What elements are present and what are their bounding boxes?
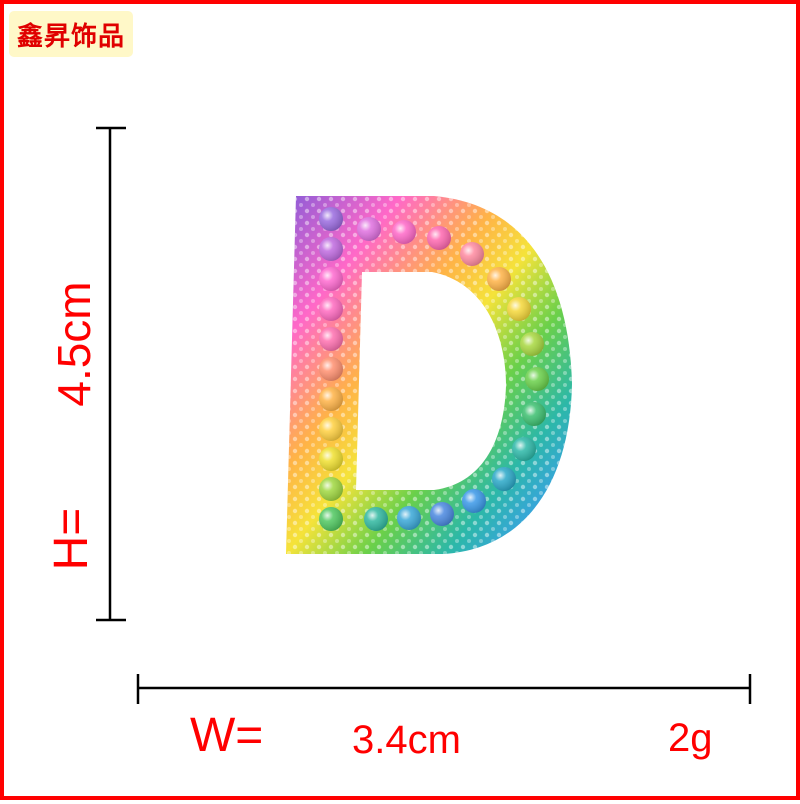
pearl-row (364, 489, 486, 531)
width-dimension-line (136, 674, 752, 704)
height-dimension-line (96, 126, 126, 622)
brand-name: 鑫昇饰品 (17, 21, 126, 52)
pearl-row (492, 332, 549, 491)
pearl-row (357, 217, 531, 321)
width-value: 3.4cm (352, 718, 461, 762)
rainbow-letter-d-charm (286, 196, 572, 554)
letter-d-hole (356, 272, 506, 490)
pearl-row (319, 207, 343, 531)
brand-badge: 鑫昇饰品 (9, 11, 134, 57)
weight-value: 2g (668, 716, 713, 760)
width-label: W= (190, 709, 264, 762)
